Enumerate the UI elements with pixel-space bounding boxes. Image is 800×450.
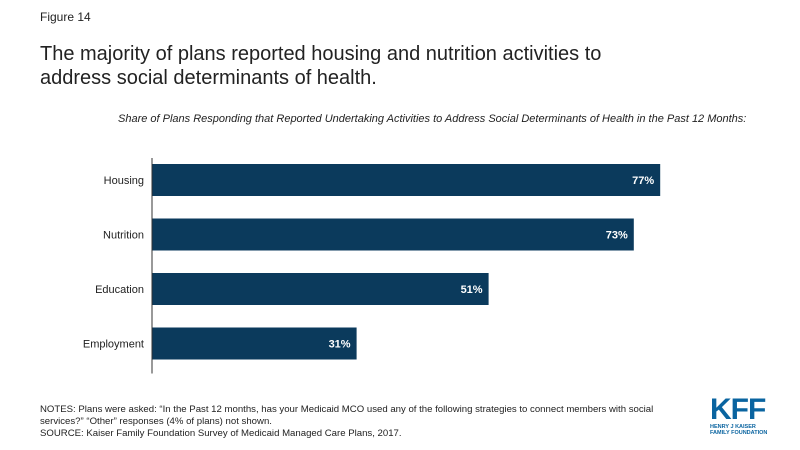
bars-group: Housing 77% Nutrition 73% Education 51% Employ… [83, 164, 661, 360]
bar-nutrition [152, 218, 634, 251]
value-label-nutrition: 73% [606, 230, 628, 242]
bar-education [152, 273, 489, 305]
category-label-education: Education [95, 284, 144, 296]
value-label-education: 51% [461, 284, 483, 296]
category-label-nutrition: Nutrition [103, 230, 144, 242]
notes-text: NOTES: Plans were asked: “In the Past 12… [40, 404, 654, 427]
footnotes: NOTES: Plans were asked: “In the Past 12… [40, 404, 680, 440]
category-label-housing: Housing [104, 175, 144, 187]
value-label-housing: 77% [632, 175, 654, 187]
figure-label: Figure 14 [40, 10, 91, 24]
kff-logo: KFF HENRY J KAISER FAMILY FOUNDATION [710, 393, 780, 437]
logo-text: HENRY J KAISER FAMILY FOUNDATION [710, 424, 768, 436]
chart-title: Share of Plans Responding that Reported … [118, 113, 747, 125]
bar-employment [152, 327, 357, 360]
logo-mark: KFF [710, 393, 766, 426]
bar-housing [152, 164, 661, 196]
page-title: The majority of plans reported housing a… [40, 43, 602, 89]
source-text: SOURCE: Kaiser Family Foundation Survey … [40, 428, 402, 439]
value-label-employment: 31% [329, 339, 351, 351]
category-label-employment: Employment [83, 339, 144, 351]
